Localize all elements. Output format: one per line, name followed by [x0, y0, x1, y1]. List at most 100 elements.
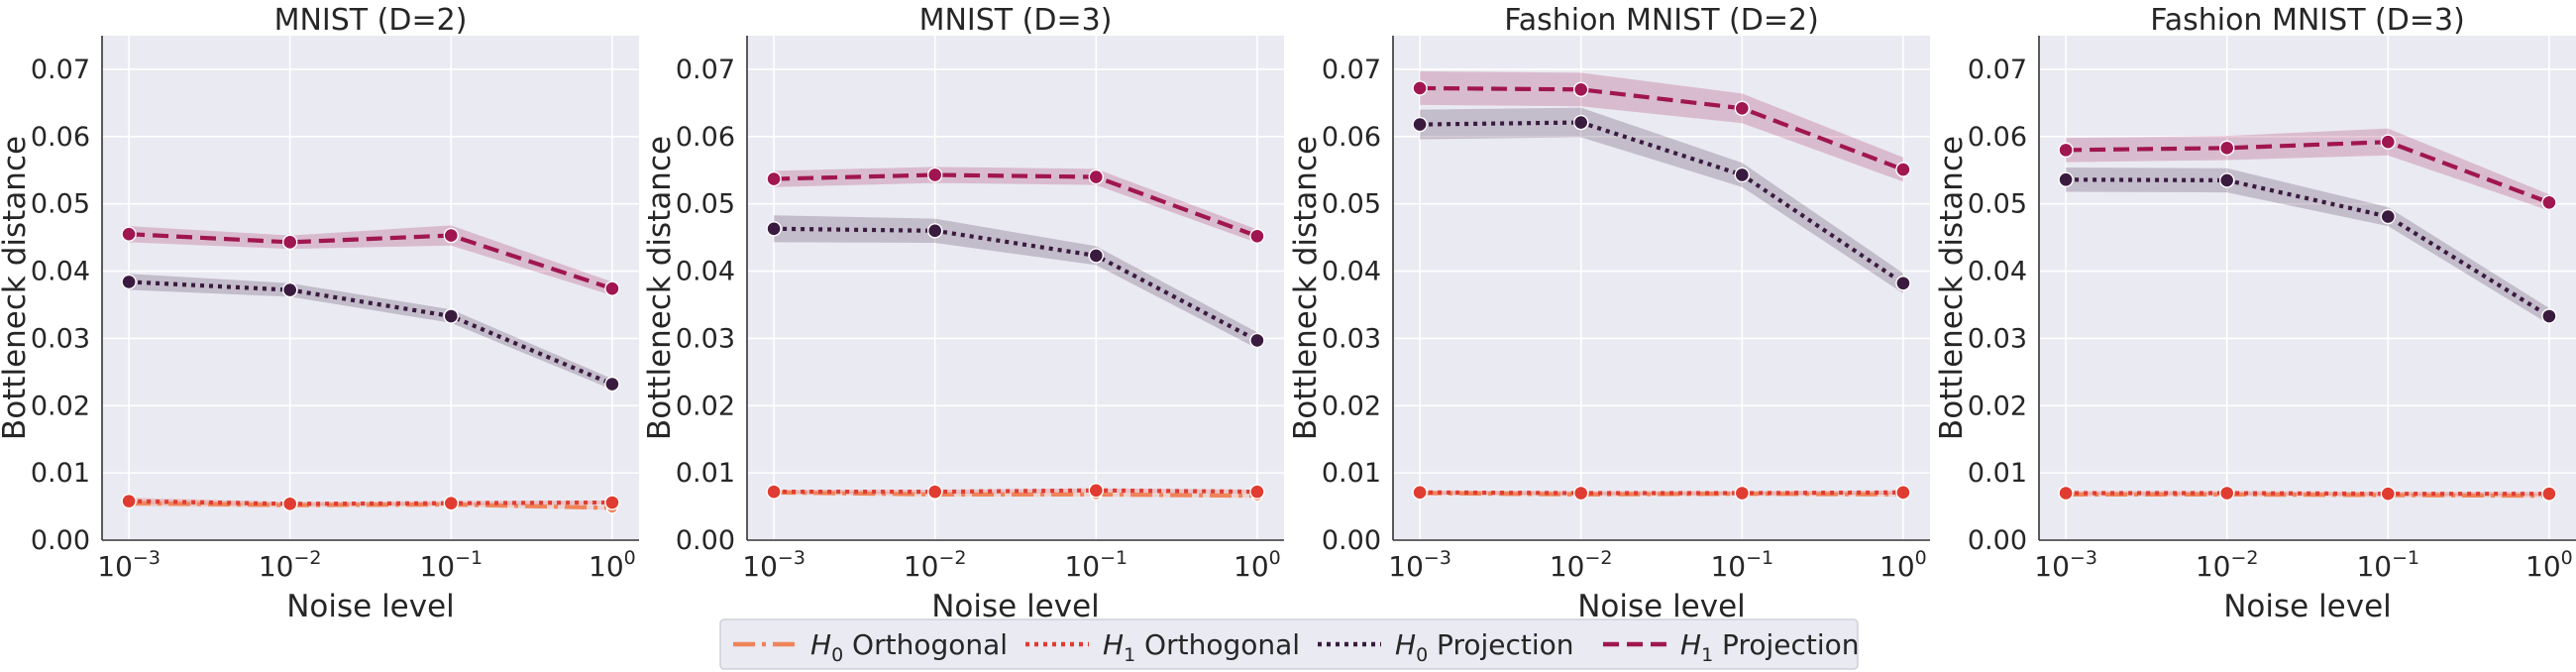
data-point [1895, 485, 1911, 501]
legend-h: H [1103, 628, 1124, 661]
y-tick-label: 0.02 [1322, 391, 1381, 421]
plot-area [1393, 36, 1930, 540]
y-axis-label: Bottleneck distance [0, 136, 33, 440]
legend-h: H [1680, 628, 1701, 661]
x-tick-base: 10 [2525, 550, 2561, 583]
series-line [129, 499, 612, 506]
y-tick-label: 0.01 [31, 458, 90, 489]
data-point [1895, 162, 1911, 177]
legend-text: Projection [1713, 628, 1859, 661]
legend: H0 Orthogonal H1 Orthogonal H0 Projection H… [719, 618, 1860, 670]
y-tick-label: 0.06 [31, 122, 90, 153]
data-point [1412, 80, 1428, 96]
series-line [2066, 140, 2550, 205]
data-point [2380, 134, 2397, 150]
x-tick-base: 10 [1550, 550, 1585, 583]
data-point [2058, 171, 2074, 187]
data-point [1734, 485, 1751, 502]
x-tick-base: 10 [1234, 550, 1269, 583]
plot-area [102, 36, 639, 540]
data-point [1572, 81, 1589, 97]
legend-subscript: 0 [1416, 644, 1428, 666]
x-tick-label: 100 [589, 547, 636, 583]
data-point [2218, 172, 2235, 188]
x-tick-exponent: −2 [939, 547, 967, 569]
x-axis-label: Noise level [2223, 589, 2392, 624]
x-tick-base: 10 [589, 550, 624, 583]
x-tick-base: 10 [2034, 550, 2070, 583]
data-point [2541, 194, 2557, 211]
data-point [604, 376, 620, 392]
x-axis-label: Noise level [931, 589, 1100, 624]
x-tick-base: 10 [1879, 550, 1915, 583]
y-tick-label: 0.03 [31, 323, 90, 354]
x-tick-exponent: −1 [2392, 547, 2419, 569]
data-point [443, 495, 459, 511]
data-point [604, 280, 620, 296]
y-tick-label: 0.01 [1322, 458, 1381, 489]
data-point [2380, 486, 2397, 502]
y-tick-label: 0.00 [1322, 525, 1381, 556]
y-tick-label: 0.02 [676, 391, 735, 421]
x-tick-exponent: 0 [1269, 547, 1281, 569]
data-point [121, 226, 137, 242]
x-tick-label: 10−1 [1064, 547, 1127, 583]
data-point [2218, 140, 2235, 157]
series-line [1420, 490, 1903, 496]
data-point [1412, 485, 1428, 501]
y-tick-label: 0.00 [676, 525, 735, 556]
y-tick-label: 0.00 [31, 525, 90, 556]
data-point [121, 274, 137, 290]
x-tick-base: 10 [259, 550, 294, 583]
y-tick-label: 0.02 [1968, 391, 2027, 421]
series-line [774, 172, 1258, 239]
data-point [1572, 114, 1589, 131]
data-point [927, 223, 943, 239]
confidence-band [129, 225, 612, 295]
y-tick-label: 0.07 [31, 55, 90, 85]
y-axis-label: Bottleneck distance [642, 136, 678, 440]
data-point [1734, 167, 1751, 183]
x-axis-label: Noise level [286, 589, 455, 624]
legend-label: H0 Projection [1395, 628, 1574, 666]
data-point [443, 227, 459, 244]
x-tick-exponent: −2 [1585, 547, 1613, 569]
chart-title: Fashion MNIST (D=2) [1504, 3, 1819, 38]
plot-area [2039, 36, 2576, 540]
legend-text: Orthogonal [1135, 628, 1300, 661]
confidence-band [774, 167, 1257, 244]
y-tick-label: 0.03 [676, 323, 735, 354]
legend-frame [719, 618, 1859, 670]
x-tick-label: 100 [1234, 547, 1281, 583]
data-point [1249, 484, 1265, 500]
data-point [2541, 486, 2557, 502]
y-tick-label: 0.05 [1322, 189, 1381, 220]
legend-label: H0 Orthogonal [810, 628, 1008, 666]
legend-h: H [810, 628, 831, 661]
legend-label: H1 Projection [1680, 628, 1860, 666]
data-point [927, 484, 943, 500]
x-tick-base: 10 [97, 550, 133, 583]
y-tick-label: 0.06 [676, 122, 735, 153]
y-tick-label: 0.07 [676, 55, 735, 85]
x-tick-base: 10 [1388, 550, 1424, 583]
x-tick-label: 10−2 [904, 547, 967, 583]
series-line [2066, 491, 2549, 497]
data-point [766, 484, 782, 500]
series-line [128, 232, 613, 291]
data-point [1249, 332, 1265, 349]
data-point [2058, 142, 2074, 159]
x-tick-exponent: −3 [1424, 547, 1451, 569]
data-point [1088, 168, 1105, 185]
legend-text: Projection [1428, 628, 1573, 661]
data-point [121, 493, 137, 509]
data-point [1572, 485, 1589, 502]
series-line [774, 226, 1258, 343]
y-tick-label: 0.03 [1322, 323, 1381, 354]
x-tick-exponent: 0 [624, 547, 636, 569]
y-tick-label: 0.04 [31, 257, 90, 287]
